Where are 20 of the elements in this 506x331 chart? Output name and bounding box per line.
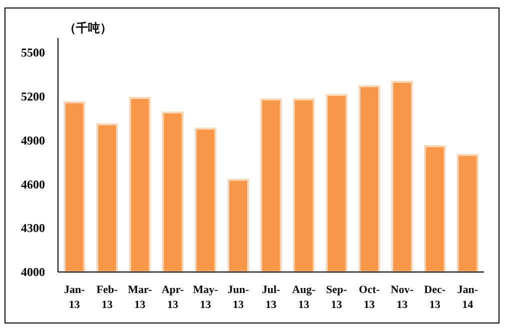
x-tick-label: May-13 [192, 284, 218, 311]
x-tick-label: Apr-13 [162, 284, 184, 311]
y-tick-label: 5500 [21, 46, 45, 60]
x-tick-label: Jul-13 [262, 284, 280, 311]
x-tick-label: Jun-13 [228, 284, 250, 311]
y-axis-title: （千吨） [64, 21, 112, 35]
y-tick-label: 4900 [21, 133, 45, 148]
x-tick-label: Mar-13 [128, 284, 152, 311]
x-tick-label: Aug-13 [292, 284, 316, 311]
y-tick-label: 4600 [21, 177, 45, 192]
y-tick-label: 4300 [21, 221, 45, 236]
x-tick-label: Dec-13 [424, 284, 446, 311]
y-tick-label: 5200 [21, 90, 45, 104]
x-tick-label: Jan-14 [457, 284, 478, 311]
x-tick-label: Jan-13 [64, 284, 86, 311]
y-tick-label: 4000 [21, 265, 45, 279]
x-tick-label: Nov-13 [390, 284, 414, 311]
x-tick-label: Feb-13 [96, 284, 118, 311]
x-tick-label: Sep-13 [326, 284, 348, 311]
x-tick-label: Oct-13 [358, 284, 380, 311]
